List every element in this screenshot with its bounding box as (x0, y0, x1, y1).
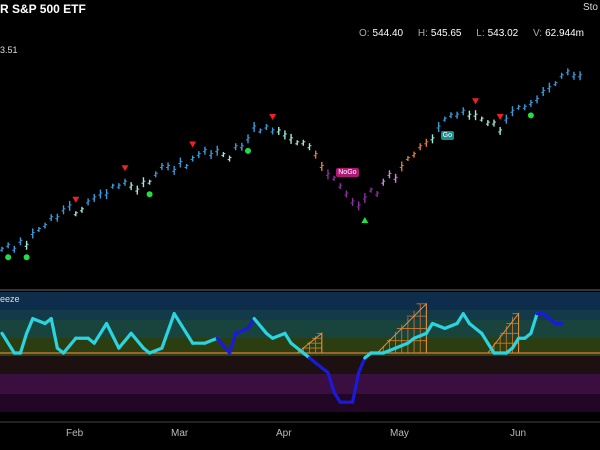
oscillator-segment (461, 312, 471, 326)
oscillator-line-group (0, 312, 600, 404)
oscillator-segment (129, 331, 146, 350)
oscillator-segment (486, 341, 496, 355)
oscillator-segment (49, 316, 59, 350)
oscillator-segment (92, 321, 109, 345)
go-tag: Go (440, 131, 454, 141)
buy-dot (527, 112, 534, 119)
oscillator-segment (510, 336, 521, 350)
sell-triangle (72, 196, 80, 203)
x-label-mar: Mar (171, 428, 189, 439)
oscillator-segment (455, 312, 465, 326)
x-label-apr: Apr (276, 428, 292, 439)
low-value: 543.02 (487, 28, 519, 39)
oscillator-segment (227, 331, 238, 355)
logo-text: Sto (582, 2, 598, 13)
oscillator-segment (412, 331, 428, 340)
open-value: 544.40 (372, 28, 404, 39)
oscillator-segment (234, 326, 250, 335)
oscillator-segment (357, 356, 367, 375)
oscillator-segment (283, 331, 293, 345)
oscillator-segment (117, 331, 133, 350)
last-value-label: 3.51 (0, 45, 18, 55)
oscillator-segment (467, 321, 484, 335)
ohlc-readout: O: 544.40 H: 545.65 L: 543.02 V: 62.944m (359, 28, 596, 39)
buy-dot (23, 254, 30, 261)
oscillator-segment (184, 331, 195, 345)
open-key: O: (358, 28, 370, 39)
squeeze-grid-outline (296, 332, 323, 354)
x-label-jun: Jun (510, 428, 527, 439)
osc-band-5 (0, 374, 600, 394)
oscillator-segment (31, 316, 47, 326)
signal-markers-group (5, 98, 534, 261)
oscillator-segment (0, 331, 16, 355)
oscillator-segment (203, 336, 219, 345)
osc-band-6 (0, 394, 600, 412)
osc-band-2 (0, 320, 600, 338)
oscillator-segment (381, 346, 398, 355)
oscillator-segment (529, 312, 539, 335)
oscillator-segment (332, 390, 342, 404)
buy-dot (5, 254, 12, 261)
high-key: H: (417, 28, 428, 39)
osc-band-4 (0, 356, 600, 374)
oscillator-segment (252, 316, 269, 335)
x-label-feb: Feb (66, 428, 84, 439)
sell-triangle (496, 113, 504, 120)
oscillator-segment (104, 321, 121, 350)
price-bars-group (0, 68, 583, 253)
nogo-tag: NoGo (336, 168, 359, 178)
oscillator-segment (350, 371, 361, 404)
oscillator-segment (148, 346, 164, 355)
oscillator-segment (480, 331, 490, 345)
oscillator-segment (314, 361, 330, 375)
oscillator-segment (61, 336, 78, 355)
oscillator-segment (271, 331, 287, 340)
lower-panel-name: eeze (0, 294, 20, 304)
oscillator-segment (172, 312, 189, 335)
oscillator-segment (443, 321, 459, 331)
oscillator-segment (25, 316, 35, 335)
oscillator-segment (215, 336, 232, 355)
sell-triangle (269, 113, 277, 120)
oscillator-segment (160, 312, 176, 350)
oscillator-segment (430, 321, 447, 331)
oscillator-segment (424, 321, 435, 335)
squeeze-grid-outline (376, 302, 427, 354)
buy-dot (245, 147, 251, 154)
low-key: L: (476, 28, 485, 39)
oscillator-segment (18, 331, 29, 355)
high-value: 545.65 (430, 28, 462, 39)
oscillator-segment (394, 341, 410, 350)
chart-title: R S&P 500 ETF (0, 2, 86, 16)
osc-band-1 (0, 310, 600, 320)
buy-dot (146, 191, 153, 198)
oscillator-segment (289, 341, 305, 355)
go-triangle (361, 216, 369, 223)
x-label-may: May (390, 428, 409, 439)
sell-triangle (121, 165, 129, 172)
oscillator-background-bands (0, 292, 600, 412)
volume-value: 62.944m (545, 28, 584, 39)
sell-triangle (189, 141, 197, 148)
oscillator-segment (326, 371, 336, 394)
oscillator-segment (246, 316, 256, 331)
volume-key: V: (533, 28, 543, 39)
sell-triangle (472, 98, 480, 105)
osc-band-0 (0, 292, 600, 310)
